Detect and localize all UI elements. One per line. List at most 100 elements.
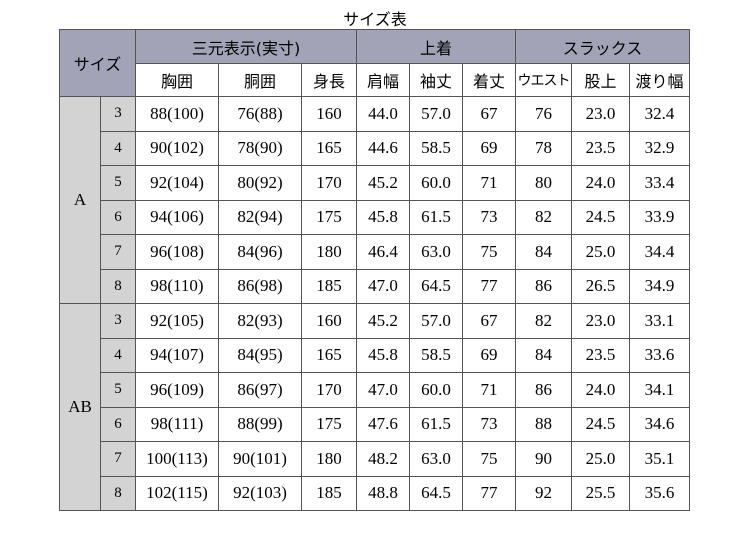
column-header-rise: 股上 bbox=[571, 63, 630, 97]
table-cell: 165 bbox=[301, 337, 357, 373]
table-cell: 48.8 bbox=[356, 475, 410, 511]
table-cell: 48.2 bbox=[356, 441, 410, 477]
table-cell: 71 bbox=[462, 165, 516, 201]
table-cell: 185 bbox=[301, 475, 357, 511]
table-cell: 47.6 bbox=[356, 406, 410, 442]
table-cell: 24.5 bbox=[571, 406, 630, 442]
table-cell: 98(111) bbox=[135, 406, 219, 442]
size-cell: 7 bbox=[100, 234, 136, 270]
table-cell: 67 bbox=[462, 303, 516, 339]
table-cell: 63.0 bbox=[409, 441, 463, 477]
table-cell: 69 bbox=[462, 130, 516, 166]
table-cell: 86(97) bbox=[218, 372, 302, 408]
size-cell: 7 bbox=[100, 441, 136, 477]
table-cell: 175 bbox=[301, 199, 357, 235]
table-cell: 175 bbox=[301, 406, 357, 442]
table-title: サイズ表 bbox=[343, 10, 407, 29]
table-cell: 96(108) bbox=[135, 234, 219, 270]
size-table: サイズ 三元表示(実寸) 上着 スラックス 胸囲 胴囲 身長 肩幅 袖丈 着丈 … bbox=[59, 29, 690, 511]
table-cell: 84(95) bbox=[218, 337, 302, 373]
table-cell: 24.0 bbox=[571, 372, 630, 408]
table-cell: 82(93) bbox=[218, 303, 302, 339]
table-cell: 33.6 bbox=[629, 337, 690, 373]
column-header-length: 着丈 bbox=[462, 63, 516, 97]
table-cell: 185 bbox=[301, 268, 357, 304]
table-cell: 26.5 bbox=[571, 268, 630, 304]
table-cell: 24.0 bbox=[571, 165, 630, 201]
size-cell: 5 bbox=[100, 165, 136, 201]
table-cell: 94(106) bbox=[135, 199, 219, 235]
table-cell: 86 bbox=[515, 372, 572, 408]
table-cell: 61.5 bbox=[409, 406, 463, 442]
table-cell: 64.5 bbox=[409, 475, 463, 511]
table-cell: 24.5 bbox=[571, 199, 630, 235]
table-cell: 84 bbox=[515, 234, 572, 270]
size-cell: 3 bbox=[100, 303, 136, 339]
table-cell: 90(101) bbox=[218, 441, 302, 477]
table-cell: 25.0 bbox=[571, 234, 630, 270]
table-cell: 86 bbox=[515, 268, 572, 304]
table-cell: 88(100) bbox=[135, 96, 219, 132]
size-cell: 6 bbox=[100, 406, 136, 442]
column-header-waist-girth: 胴囲 bbox=[218, 63, 302, 97]
table-cell: 33.1 bbox=[629, 303, 690, 339]
table-cell: 45.8 bbox=[356, 199, 410, 235]
table-cell: 160 bbox=[301, 96, 357, 132]
table-cell: 69 bbox=[462, 337, 516, 373]
table-cell: 32.4 bbox=[629, 96, 690, 132]
table-row: 6 94(106) 82(94) 175 45.8 61.5 73 82 24.5 33.9 bbox=[60, 199, 690, 235]
table-cell: 88 bbox=[515, 406, 572, 442]
table-cell: 78 bbox=[515, 130, 572, 166]
table-cell: 60.0 bbox=[409, 165, 463, 201]
group-label: AB bbox=[59, 303, 101, 511]
table-cell: 170 bbox=[301, 372, 357, 408]
size-cell: 4 bbox=[100, 337, 136, 373]
group-label: A bbox=[59, 96, 101, 304]
table-row: AB 3 92(105) 82(93) 160 45.2 57.0 67 82 23.0 33.1 bbox=[59, 303, 690, 511]
table-cell: 34.4 bbox=[629, 234, 690, 270]
group-header-jacket: 上着 bbox=[356, 29, 516, 64]
table-row: 7 96(108) 84(96) 180 46.4 63.0 75 84 25.0 34.4 bbox=[60, 234, 690, 270]
table-cell: 57.0 bbox=[409, 303, 463, 339]
size-cell: 4 bbox=[100, 130, 136, 166]
table-row: 5 92(104) 80(92) 170 45.2 60.0 71 80 24.0 33.4 bbox=[60, 165, 690, 201]
table-cell: 60.0 bbox=[409, 372, 463, 408]
table-cell: 92 bbox=[515, 475, 572, 511]
table-cell: 100(113) bbox=[135, 441, 219, 477]
table-cell: 180 bbox=[301, 234, 357, 270]
table-cell: 45.8 bbox=[356, 337, 410, 373]
size-cell: 8 bbox=[100, 475, 136, 511]
size-cell: 6 bbox=[100, 199, 136, 235]
table-cell: 34.9 bbox=[629, 268, 690, 304]
table-body: A 3 88(100) 76(88) 160 44.0 57.0 67 76 23.0 32.4 4 9… bbox=[59, 96, 690, 511]
table-cell: 35.1 bbox=[629, 441, 690, 477]
table-cell: 82 bbox=[515, 303, 572, 339]
table-cell: 23.0 bbox=[571, 303, 630, 339]
table-cell: 47.0 bbox=[356, 268, 410, 304]
column-header-chest: 胸囲 bbox=[135, 63, 219, 97]
table-cell: 46.4 bbox=[356, 234, 410, 270]
size-header: サイズ bbox=[59, 29, 136, 97]
size-cell: 3 bbox=[100, 96, 136, 132]
table-cell: 102(115) bbox=[135, 475, 219, 511]
table-cell: 82(94) bbox=[218, 199, 302, 235]
table-cell: 71 bbox=[462, 372, 516, 408]
table-cell: 78(90) bbox=[218, 130, 302, 166]
table-cell: 84 bbox=[515, 337, 572, 373]
table-cell: 44.6 bbox=[356, 130, 410, 166]
table-cell: 73 bbox=[462, 199, 516, 235]
table-cell: 25.0 bbox=[571, 441, 630, 477]
table-cell: 90 bbox=[515, 441, 572, 477]
table-cell: 32.9 bbox=[629, 130, 690, 166]
table-cell: 44.0 bbox=[356, 96, 410, 132]
column-header-waist: ウエスト bbox=[515, 63, 572, 97]
table-cell: 58.5 bbox=[409, 337, 463, 373]
table-cell: 35.6 bbox=[629, 475, 690, 511]
table-cell: 82 bbox=[515, 199, 572, 235]
table-cell: 84(96) bbox=[218, 234, 302, 270]
table-cell: 23.5 bbox=[571, 337, 630, 373]
table-cell: 92(105) bbox=[135, 303, 219, 339]
table-cell: 33.4 bbox=[629, 165, 690, 201]
table-cell: 94(107) bbox=[135, 337, 219, 373]
table-cell: 77 bbox=[462, 475, 516, 511]
